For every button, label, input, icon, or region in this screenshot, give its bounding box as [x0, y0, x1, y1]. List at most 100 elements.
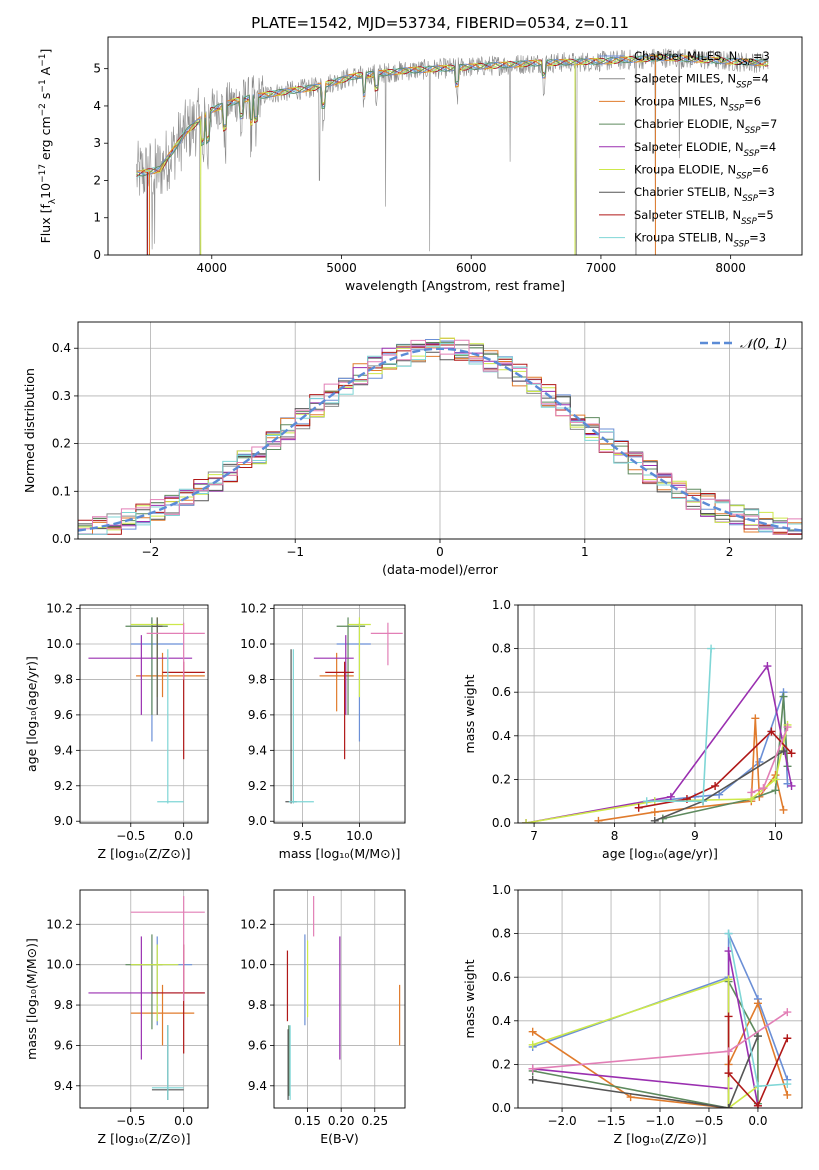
weight-point-marker [747, 788, 756, 797]
y-tick-label: 1.0 [492, 598, 511, 612]
weight-point-marker [753, 1032, 762, 1041]
weight-point-marker [724, 1069, 733, 1078]
ebv-mass-frame [273, 889, 406, 1109]
weight-point-marker [753, 1101, 762, 1108]
y-axis-label-part: −1 [38, 79, 48, 92]
y-tick-label: 10.2 [240, 917, 267, 931]
y-axis-label-part: erg cm [38, 116, 53, 164]
y-tick-label: 0.2 [492, 772, 511, 786]
spectrum-frame [107, 36, 803, 256]
y-tick-label: 0.0 [52, 532, 71, 546]
weight-point-marker [787, 749, 796, 758]
weight-point-marker [755, 757, 764, 766]
x-axis-label: Z [log₁₀(Z/Z⊙)] [614, 1131, 707, 1146]
legend-label-base: Salpeter MILES, N [634, 72, 736, 86]
legend-label: Kroupa MILES, NSSP=6 [634, 94, 761, 113]
y-tick-label: 0.8 [492, 927, 511, 941]
x-tick-label: −1.0 [645, 1114, 674, 1128]
y-tick-label: 10.2 [46, 602, 73, 616]
x-tick-label: 10 [768, 829, 783, 843]
z-weight-frame [517, 889, 803, 1109]
gaussian-curve [78, 347, 802, 532]
y-axis-label: mass weight [462, 674, 477, 753]
y-tick-label: 9.4 [54, 1079, 73, 1093]
x-tick-label: 0.0 [174, 829, 193, 843]
weight-series-line [646, 648, 712, 802]
y-tick-label: 4 [93, 99, 101, 113]
mass-age-axes: 9.5 10.0 9.0 9.2 9.4 9.6 9.8 10.0 10.2 mass [log₁… [240, 602, 405, 861]
legend-label: Kroupa STELIB, NSSP=3 [634, 231, 766, 250]
legend-label-base: Chabrier MILES, N [634, 49, 737, 63]
x-tick-label: 9 [691, 829, 699, 843]
y-tick-label: 0.0 [492, 1101, 511, 1115]
y-tick-label: 9.2 [54, 779, 73, 793]
weight-point-marker [783, 1008, 792, 1017]
histogram-series-step [78, 343, 802, 535]
legend-label-subscript: SSP [742, 194, 758, 204]
legend-label-tail: =4 [752, 72, 769, 86]
y-tick-label: 9.0 [248, 814, 267, 828]
x-axis-label: Z [log₁₀(Z/Z⊙)] [98, 846, 191, 861]
weight-point-marker [522, 819, 531, 823]
mass-age-errorbars [285, 617, 403, 804]
weight-point-marker [650, 816, 659, 823]
legend-label-tail: =3 [753, 49, 770, 63]
weight-point-marker [528, 1040, 537, 1049]
model-spectrum-line [136, 54, 769, 177]
y-tick-label: 9.6 [248, 1038, 267, 1052]
x-tick-label: 0 [436, 545, 444, 559]
legend-label: Salpeter STELIB, NSSP=5 [634, 208, 774, 227]
weight-point-marker [724, 1104, 733, 1108]
model-spectrum-line [136, 54, 769, 177]
figure-title: PLATE=1542, MJD=53734, FIBERID=0534, z=0… [251, 14, 629, 32]
y-tick-label: 9.4 [248, 1079, 267, 1093]
weight-series-line [532, 1035, 759, 1108]
weight-series-line [532, 981, 759, 1108]
z-age-axes: −0.5 0.0 9.0 9.2 9.4 9.6 9.8 10.0 10.2 Z [log₁₀(Z… [24, 602, 208, 861]
x-tick-label: 9.5 [293, 829, 312, 843]
spectrum-axes: 4000 5000 6000 7000 8000 0 1 2 3 4 5 wavelength [An… [93, 62, 746, 293]
y-tick-label: 9.8 [248, 672, 267, 686]
legend-label-tail: =6 [752, 163, 769, 177]
age-weight-frame [517, 604, 803, 824]
residual-legend: 𝒩(0, 1) [700, 337, 787, 352]
legend-label-base: Salpeter ELODIE, N [634, 140, 744, 154]
y-tick-label: 0.4 [492, 1014, 511, 1028]
legend-label-tail: =4 [759, 140, 776, 154]
y-tick-label: 1.0 [492, 883, 511, 897]
legend-label: Chabrier ELODIE, NSSP=7 [634, 117, 777, 136]
x-tick-label: −2.0 [547, 1114, 576, 1128]
y-tick-label: 9.8 [54, 998, 73, 1012]
legend-label-tail: =3 [749, 231, 766, 245]
legend-label-subscript: SSP [734, 240, 750, 250]
weight-series-line [532, 950, 759, 1106]
weight-point-marker [787, 781, 796, 790]
x-tick-label: 10.0 [346, 829, 373, 843]
weight-point-marker [763, 662, 772, 671]
weight-point-marker [666, 792, 675, 801]
x-axis-label: mass [log₁₀(M/M⊙)] [279, 846, 401, 861]
legend-label: Salpeter MILES, NSSP=4 [634, 72, 769, 91]
y-axis-label-part: −1 [38, 54, 48, 67]
histogram-series-step [78, 339, 802, 535]
x-tick-label: −1.5 [596, 1114, 625, 1128]
legend-label-base: Kroupa STELIB, N [634, 231, 734, 245]
x-axis-label: E(B-V) [320, 1131, 359, 1146]
legend-label-subscript: SSP [729, 103, 745, 113]
weight-point-marker [724, 929, 733, 938]
x-tick-label: −2 [142, 545, 160, 559]
y-tick-label: 0.8 [492, 642, 511, 656]
model-spectrum-line [136, 54, 769, 176]
legend-label-base: Chabrier STELIB, N [634, 185, 742, 199]
y-tick-label: 0.6 [492, 970, 511, 984]
mass-age-frame [273, 604, 406, 824]
legend-label-subscript: SSP [744, 149, 760, 159]
y-tick-label: 0.3 [52, 389, 71, 403]
chart-panels: 4000 5000 6000 7000 8000 0 1 2 3 4 5 wavelength [An… [22, 36, 803, 1146]
y-axis-label-part: s [38, 93, 53, 104]
legend-label: Chabrier MILES, NSSP=3 [634, 49, 770, 68]
y-tick-label: 9.6 [54, 1038, 73, 1052]
y-axis-label-part: ] [38, 49, 53, 54]
legend-label-subscript: SSP [745, 126, 761, 136]
x-tick-label: −0.5 [694, 1114, 723, 1128]
